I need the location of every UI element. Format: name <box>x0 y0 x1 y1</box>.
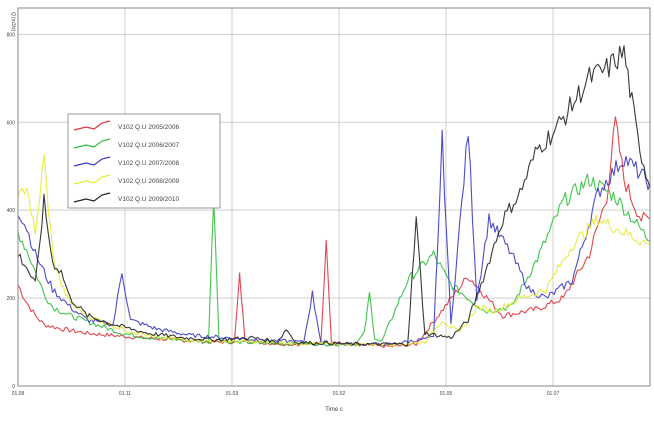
x-tick-label: 01.05 <box>440 391 453 397</box>
legend-entry: V102 Q.U 2009/2010 <box>118 196 179 203</box>
series-line-4 <box>17 45 651 347</box>
series-line-0 <box>17 116 651 349</box>
legend-swatch <box>73 120 111 131</box>
y-axis: 0 200 400 600 800 <box>7 32 16 390</box>
legend-swatch <box>73 174 111 185</box>
y-tick-label: 200 <box>7 296 16 302</box>
y-tick-label: 600 <box>7 120 16 126</box>
grid-lines <box>17 8 650 387</box>
series-lines <box>17 45 651 349</box>
legend-entry: V102 Q.U 2006/2007 <box>118 142 179 149</box>
plot-border <box>17 7 651 387</box>
x-axis-label: Time c <box>325 407 343 413</box>
x-tick-label: 01.03 <box>226 391 239 397</box>
y-axis-label: Q [m3/s] <box>10 12 16 32</box>
legend-entry: V102 Q.U 2007/2008 <box>118 160 179 167</box>
legend-swatch <box>73 156 111 167</box>
x-tick-label: 01.11 <box>119 391 131 397</box>
legend-box <box>67 113 221 209</box>
x-axis: 01.08 01.11 01.03 01.02 01.05 01.07 <box>12 391 560 397</box>
legend-entry: V102 Q.U 2005/2006 <box>118 124 179 131</box>
x-tick-label: 01.07 <box>547 391 560 397</box>
legend-swatch <box>73 192 111 203</box>
y-tick-label: 400 <box>7 208 16 214</box>
x-tick-label: 01.02 <box>333 391 346 397</box>
y-tick-label: 800 <box>7 32 16 38</box>
legend: V102 Q.U 2005/2006 V102 Q.U 2006/2007 V102… <box>67 113 221 209</box>
x-tick-label: 01.08 <box>12 391 25 397</box>
legend-swatch <box>73 138 111 149</box>
y-tick-label: 0 <box>12 384 15 390</box>
legend-entry: V102 Q.U 2008/2009 <box>118 178 179 185</box>
